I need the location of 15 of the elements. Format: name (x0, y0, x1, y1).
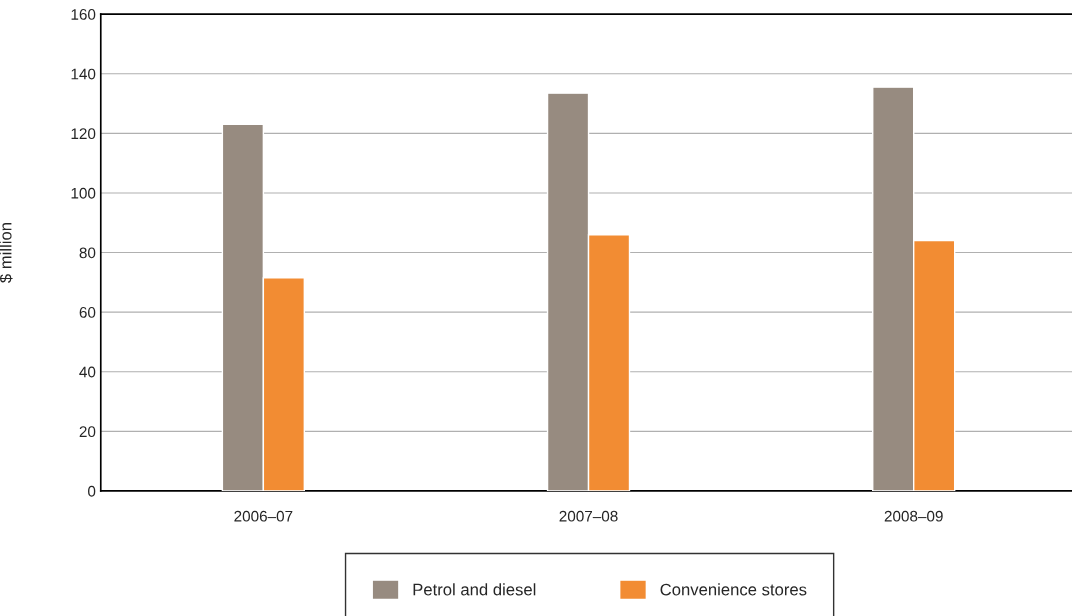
y-tick-label: 100 (71, 187, 96, 199)
y-tick-label: 60 (79, 307, 96, 318)
x-tick-label: 2007–08 (559, 510, 618, 522)
legend-label: Convenience stores (660, 583, 807, 596)
x-tick-label: 2006–07 (234, 510, 293, 522)
y-tick-label: 40 (79, 366, 96, 378)
y-tick-label: 0 (88, 485, 96, 497)
y-tick-label: 140 (71, 68, 96, 80)
y-tick-label: 20 (79, 426, 96, 438)
y-tick-label: 160 (71, 9, 96, 20)
y-tick-label: 120 (71, 128, 96, 140)
legend-label: Petrol and diesel (413, 583, 536, 596)
y-tick-label: 80 (79, 247, 96, 259)
y-axis-title: $ million (0, 223, 13, 283)
x-tick-label: 2008–09 (884, 510, 943, 522)
